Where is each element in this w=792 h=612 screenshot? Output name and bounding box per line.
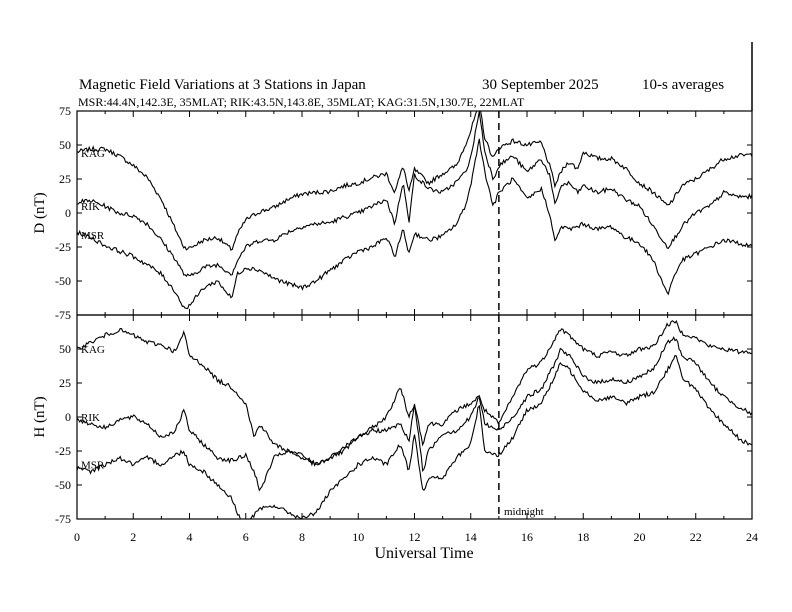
x-tick-label: 14 [465,530,477,544]
x-tick-label: 2 [130,530,136,544]
series-lines [76,110,753,520]
d-panel-frame [76,110,753,316]
series-label-rik: RIK [81,201,100,213]
series-label-kag: KAG [81,344,105,356]
series-label-msr: MSR [81,230,105,242]
y-tick-label: -75 [55,308,71,322]
y-tick-label: 25 [59,172,71,186]
d-axis-label: D (nT) [32,192,48,233]
y-tick-label: 75 [59,104,71,118]
x-tick-label: 12 [409,530,421,544]
x-tick-label: 0 [74,530,80,544]
x-axis-label: Universal Time [374,545,473,562]
x-tick-label: 16 [521,530,533,544]
x-tick-label: 10 [352,530,364,544]
chart-date: 30 September 2025 [482,77,599,93]
series-label-msr: MSR [81,460,105,472]
station-coordinates: MSR:44.4N,142.3E, 35MLAT; RIK:43.5N,143.… [78,95,525,109]
series-line-rik [76,111,753,277]
series-line-rik [76,336,753,492]
x-tick-label: 6 [243,530,249,544]
x-tick-label: 24 [746,530,758,544]
y-tick-label: -50 [55,478,71,492]
x-tick-label: 4 [187,530,193,544]
y-tick-label: 50 [59,138,71,152]
y-tick-label: -50 [55,274,71,288]
x-tick-label: 20 [634,530,646,544]
x-tick-label: 18 [577,530,589,544]
series-line-msr [76,354,753,520]
y-tick-label: -25 [55,444,71,458]
y-tick-label: -25 [55,240,71,254]
chart-title: Magnetic Field Variations at 3 Stations … [79,77,366,93]
x-tick-label: 22 [690,530,702,544]
x-tick-label: 8 [299,530,305,544]
series-label-kag: KAG [81,148,105,160]
midnight-label: midnight [504,506,544,518]
y-tick-label: 25 [59,376,71,390]
series-line-kag [76,110,753,251]
y-tick-label: 0 [65,410,71,424]
chart-averaging: 10-s averages [642,77,724,93]
y-tick-label: 0 [65,206,71,220]
h-axis-label: H (nT) [32,396,48,437]
y-tick-label: 50 [59,342,71,356]
series-label-rik: RIK [81,412,100,424]
series-line-msr [76,138,753,310]
series-labels: KAG RIK MSR KAG RIK MSR [81,148,105,471]
y-tick-label: -75 [55,512,71,526]
